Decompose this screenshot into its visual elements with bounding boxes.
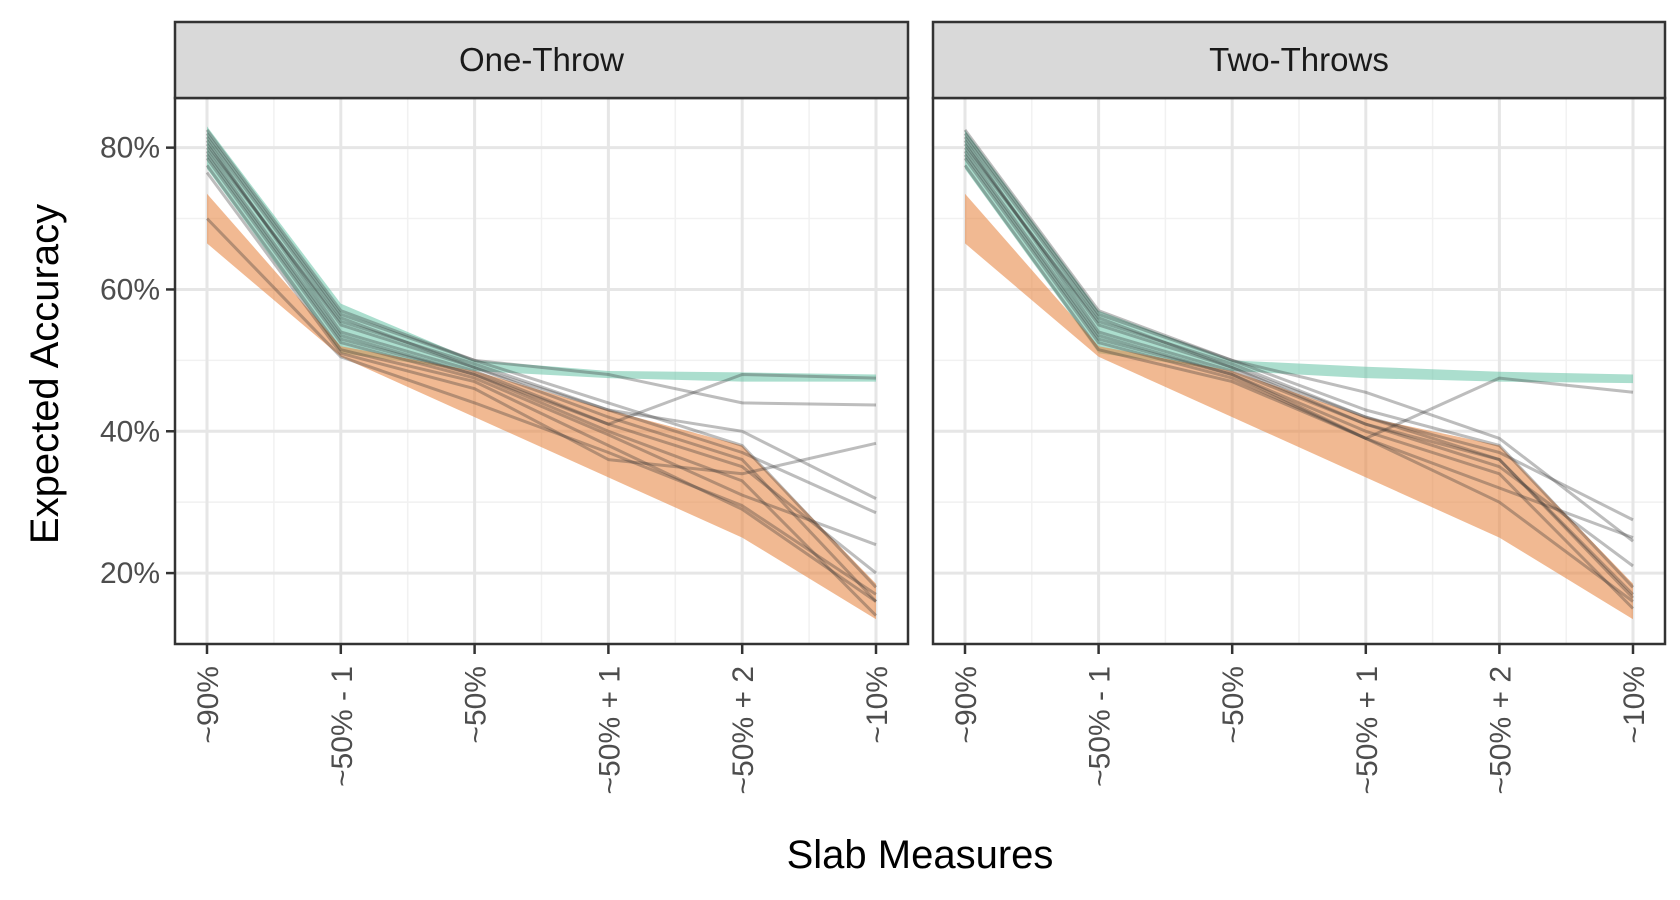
green-interval-band	[207, 126, 876, 382]
x-axis-title: Slab Measures	[787, 833, 1054, 877]
series-line-5	[205, 157, 877, 547]
x-tick-label: ~50% - 1	[326, 666, 359, 787]
series-line-7	[963, 129, 1634, 543]
series-line-1	[205, 153, 878, 617]
series-line-1	[963, 153, 1635, 610]
x-tick-label: ~50%	[460, 666, 493, 744]
series-line-5	[963, 157, 1634, 540]
series-line-8	[963, 150, 1634, 440]
series-line-3	[963, 164, 1634, 603]
series-line-0	[963, 143, 1635, 596]
orange-interval-band	[965, 193, 1633, 620]
facet-strip	[931, 20, 1667, 100]
y-axis: 20% 40% 60% 80%	[100, 132, 175, 590]
series-line-2	[205, 132, 878, 589]
series-line-6	[963, 146, 1634, 522]
facet-strip-label: Two-Throws	[1209, 41, 1389, 78]
series-line-0	[205, 143, 878, 603]
panel-0: One-Throw ~90% ~50% - 1 ~50% ~50% + 1 ~50% + …	[173, 20, 910, 794]
series-line-10	[205, 136, 877, 515]
x-tick-label: ~50% + 1	[1351, 666, 1384, 794]
y-tick-label: 40%	[100, 415, 160, 448]
series-line-7	[205, 129, 877, 407]
x-tick-label: ~50% + 2	[1484, 666, 1517, 794]
series-line-6	[205, 146, 877, 500]
x-tick-label: ~50%	[1217, 666, 1250, 744]
facet-strip-label: One-Throw	[459, 41, 624, 78]
y-tick-label: 20%	[100, 557, 160, 590]
series-line-9	[205, 150, 877, 426]
orange-interval-band	[207, 193, 876, 620]
x-tick-label: ~50% + 2	[727, 666, 760, 794]
x-tick-label: ~50% + 1	[593, 666, 626, 794]
series-line-3	[205, 164, 877, 603]
y-axis-title: Expected Accuracy	[23, 204, 67, 544]
facet-panels: One-Throw ~90% ~50% - 1 ~50% ~50% + 1 ~50% + …	[173, 20, 1667, 794]
series-line-2	[963, 132, 1635, 589]
x-tick-label: ~10%	[861, 666, 894, 744]
x-tick-label: ~90%	[950, 666, 983, 744]
y-tick-label: 80%	[100, 132, 160, 165]
series-line-11	[205, 217, 877, 596]
y-tick-label: 60%	[100, 273, 160, 306]
x-tick-label: ~90%	[192, 666, 225, 744]
series-line-4	[963, 139, 1634, 568]
series-line-4	[205, 139, 877, 575]
series-line-8	[205, 171, 877, 476]
series-line-9	[963, 136, 1635, 599]
facet-strip	[173, 20, 910, 100]
x-tick-label: ~50% - 1	[1084, 666, 1117, 787]
panel-1: Two-Throws ~90% ~50% - 1 ~50% ~50% + 1 ~50% +…	[931, 20, 1667, 794]
x-tick-label: ~10%	[1618, 666, 1651, 744]
